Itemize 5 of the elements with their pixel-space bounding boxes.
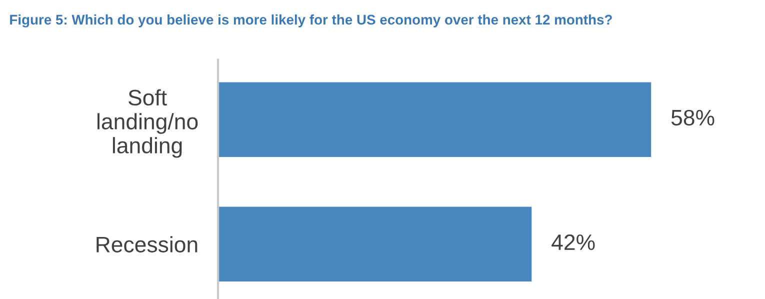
- chart-title: Figure 5: Which do you believe is more likely for the US economy over the next 12 months?: [10, 14, 612, 28]
- data-label: 42%: [552, 234, 595, 250]
- y-tick-label: Recession: [96, 236, 198, 252]
- y-tick-label: Soft landing/no landing: [98, 89, 198, 158]
- data-label: 58%: [671, 110, 714, 126]
